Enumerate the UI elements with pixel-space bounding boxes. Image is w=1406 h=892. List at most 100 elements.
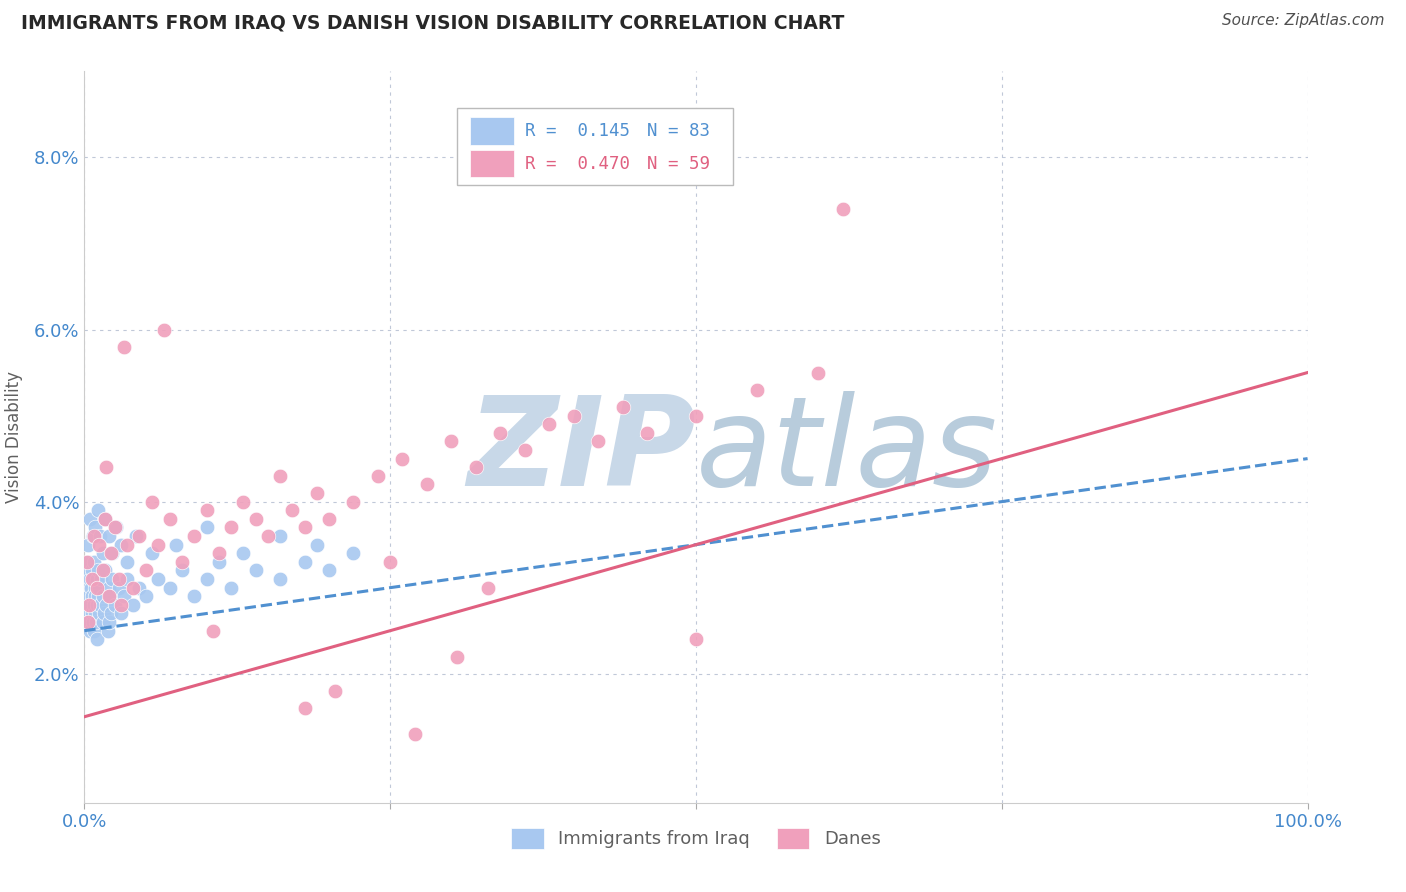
Point [96,460,118,475]
Point [87,589,110,603]
Point [79,598,101,612]
Point [77,615,100,629]
Point [807,366,830,380]
Point [342,546,364,560]
Point [141,494,163,508]
Point [305,486,328,500]
Point [115,555,138,569]
Point [685,409,707,423]
Point [100,546,122,560]
Point [87,564,110,578]
Point [97,529,120,543]
Point [77,538,100,552]
Point [77,615,100,629]
Point [87,503,110,517]
Point [101,546,124,560]
Point [183,529,205,543]
Y-axis label: Vision Disability: Vision Disability [4,371,22,503]
Point [159,512,181,526]
Point [75,598,97,612]
Point [219,520,242,534]
Point [86,572,108,586]
Point [89,598,111,612]
Point [747,383,769,397]
Point [135,589,157,603]
Text: N = 59: N = 59 [647,154,710,172]
Point [83,598,105,612]
Point [86,598,108,612]
Point [96,598,118,612]
Point [112,589,135,603]
Point [104,520,127,534]
Point [416,477,439,491]
Point [94,564,117,578]
Bar [470,117,513,145]
Point [141,546,163,560]
Point [586,434,609,449]
Point [82,572,104,586]
Point [112,340,135,354]
Point [269,529,291,543]
Point [831,202,853,216]
Point [159,581,181,595]
Point [97,624,120,638]
Point [446,649,468,664]
Point [100,607,122,621]
Point [128,581,150,595]
Point [294,701,316,715]
Point [294,520,316,534]
Point [97,615,120,629]
Point [84,581,107,595]
Point [183,589,205,603]
Point [380,555,402,569]
Point [94,512,117,526]
Point [342,494,364,508]
Point [97,581,120,595]
Bar [470,150,513,178]
Point [122,581,145,595]
Point [146,572,169,586]
Point [82,615,104,629]
Point [105,520,128,534]
Text: IMMIGRANTS FROM IRAQ VS DANISH VISION DISABILITY CORRELATION CHART: IMMIGRANTS FROM IRAQ VS DANISH VISION DI… [21,13,845,32]
Point [612,400,634,414]
Point [84,589,107,603]
Point [305,538,328,552]
Point [82,529,104,543]
Point [153,322,176,336]
Point [245,512,267,526]
Point [101,572,124,586]
Point [82,589,104,603]
Text: Source: ZipAtlas.com: Source: ZipAtlas.com [1222,13,1385,29]
Text: R =  0.145: R = 0.145 [524,121,630,140]
Point [257,529,280,543]
Point [513,442,536,457]
Point [83,624,105,638]
Point [464,460,486,475]
Point [87,607,110,621]
Point [269,468,291,483]
Point [685,632,707,647]
Point [128,529,150,543]
Point [538,417,561,432]
Point [269,572,291,586]
Point [84,520,107,534]
Point [98,589,121,603]
Point [91,615,114,629]
Point [86,632,108,647]
Point [281,503,304,517]
Text: ZIP: ZIP [467,392,696,512]
Point [110,607,132,621]
Point [104,598,127,612]
Text: atlas: atlas [696,392,998,512]
Point [87,581,110,595]
Point [636,425,658,440]
Point [91,589,114,603]
Point [115,538,138,552]
Point [80,564,103,578]
Point [80,607,103,621]
Point [195,503,218,517]
Point [77,598,100,612]
Point [125,529,148,543]
Point [91,546,114,560]
